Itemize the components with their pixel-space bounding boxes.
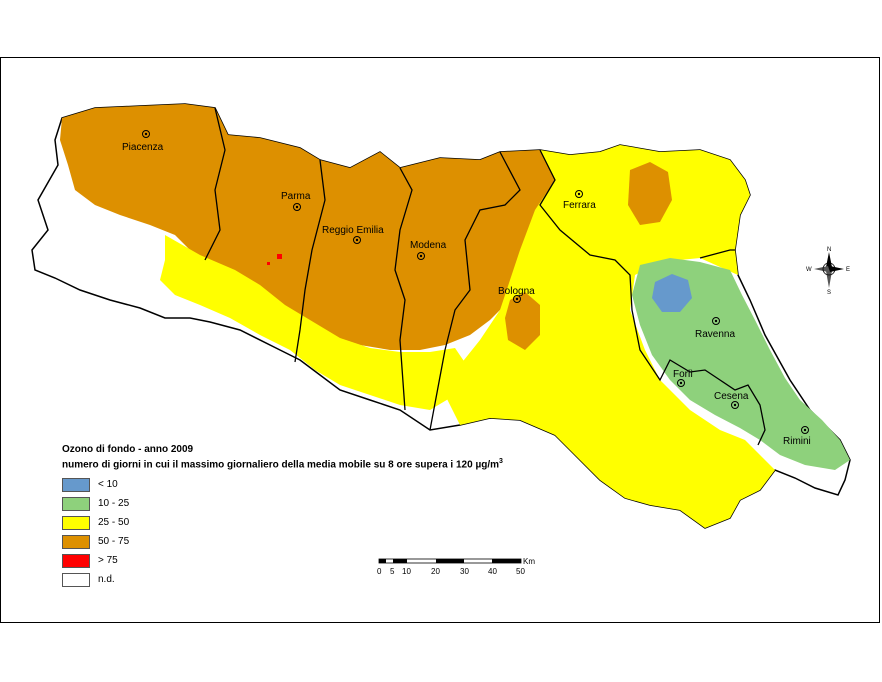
- scale-tick: 40: [488, 567, 497, 576]
- city-parma: Parma: [281, 191, 311, 211]
- zone-gt-75-b: [267, 262, 270, 265]
- legend-label: 50 - 75: [98, 536, 130, 548]
- zone-25-50-west: [160, 235, 470, 410]
- svg-text:Rimini: Rimini: [783, 436, 811, 447]
- legend-swatch: [62, 553, 90, 568]
- legend-item: 10 - 25: [62, 494, 582, 513]
- city-markers: Piacenza Parma Reggio Emilia Modena Ferr…: [122, 130, 811, 447]
- legend-item: 25 - 50: [62, 513, 582, 532]
- legend-subtitle-text: numero di giorni in cui il massimo giorn…: [62, 459, 499, 471]
- svg-text:Ferrara: Ferrara: [563, 200, 596, 211]
- svg-text:Modena: Modena: [410, 240, 447, 251]
- zone-10-25: [632, 258, 850, 470]
- legend-item: < 10: [62, 475, 582, 494]
- legend-label: 25 - 50: [98, 517, 130, 529]
- scale-tick: 10: [402, 567, 411, 576]
- city-forli: Forlì: [673, 369, 693, 387]
- scale-tick: 5: [390, 567, 395, 576]
- legend-swatch: [62, 572, 90, 587]
- legend: Ozono di fondo - anno 2009 numero di gio…: [62, 444, 582, 589]
- svg-text:Bologna: Bologna: [498, 286, 535, 297]
- city-reggio-emilia: Reggio Emilia: [322, 225, 384, 244]
- compass-e: E: [846, 267, 850, 273]
- svg-text:Ravenna: Ravenna: [695, 329, 735, 340]
- zone-25-50-east: [445, 145, 775, 528]
- legend-title-line2: numero di giorni in cui il massimo giorn…: [62, 456, 582, 471]
- city-ferrara: Ferrara: [563, 190, 596, 211]
- svg-text:Forlì: Forlì: [673, 369, 693, 380]
- city-piacenza: Piacenza: [122, 130, 164, 153]
- legend-swatch: [62, 496, 90, 511]
- scale-tick: 0: [377, 567, 382, 576]
- legend-swatch: [62, 477, 90, 492]
- city-bologna: Bologna: [498, 286, 535, 303]
- scale-tick: 50: [516, 567, 525, 576]
- scale-unit: Km: [523, 557, 535, 566]
- zone-50-75-bologna: [505, 292, 540, 350]
- svg-text:Piacenza: Piacenza: [122, 142, 164, 153]
- svg-text:Cesena: Cesena: [714, 391, 749, 402]
- legend-subtitle-sup: 3: [499, 458, 503, 465]
- compass-s: S: [827, 290, 831, 294]
- zone-lt-10: [652, 274, 692, 312]
- city-rimini: Rimini: [783, 426, 811, 447]
- legend-label: 10 - 25: [98, 498, 130, 510]
- city-modena: Modena: [410, 240, 447, 260]
- zone-50-75-west: [60, 104, 560, 350]
- legend-label: > 75: [98, 555, 118, 567]
- compass-w: W: [806, 267, 812, 273]
- svg-text:Reggio Emilia: Reggio Emilia: [322, 225, 384, 236]
- legend-label: < 10: [98, 479, 118, 491]
- zone-gt-75: [277, 254, 282, 259]
- legend-items: < 10 10 - 25 25 - 50 50 - 75 > 75 n.d.: [62, 475, 582, 589]
- svg-text:Parma: Parma: [281, 191, 311, 202]
- compass-rose-icon: N S W E: [806, 247, 850, 294]
- scale-bar: 0 5 10 20 30 40 50 Km: [377, 557, 535, 576]
- legend-item: > 75: [62, 551, 582, 570]
- legend-item: n.d.: [62, 570, 582, 589]
- scale-tick: 20: [431, 567, 440, 576]
- legend-swatch: [62, 534, 90, 549]
- legend-item: 50 - 75: [62, 532, 582, 551]
- legend-title-line1: Ozono di fondo - anno 2009: [62, 444, 194, 455]
- city-ravenna: Ravenna: [695, 317, 735, 340]
- legend-label: n.d.: [98, 574, 115, 586]
- compass-n: N: [827, 247, 831, 253]
- province-boundaries: [204, 107, 766, 446]
- legend-swatch: [62, 515, 90, 530]
- city-cesena: Cesena: [714, 391, 749, 409]
- zone-50-75-ferrara: [628, 162, 672, 225]
- scale-tick: 30: [460, 567, 469, 576]
